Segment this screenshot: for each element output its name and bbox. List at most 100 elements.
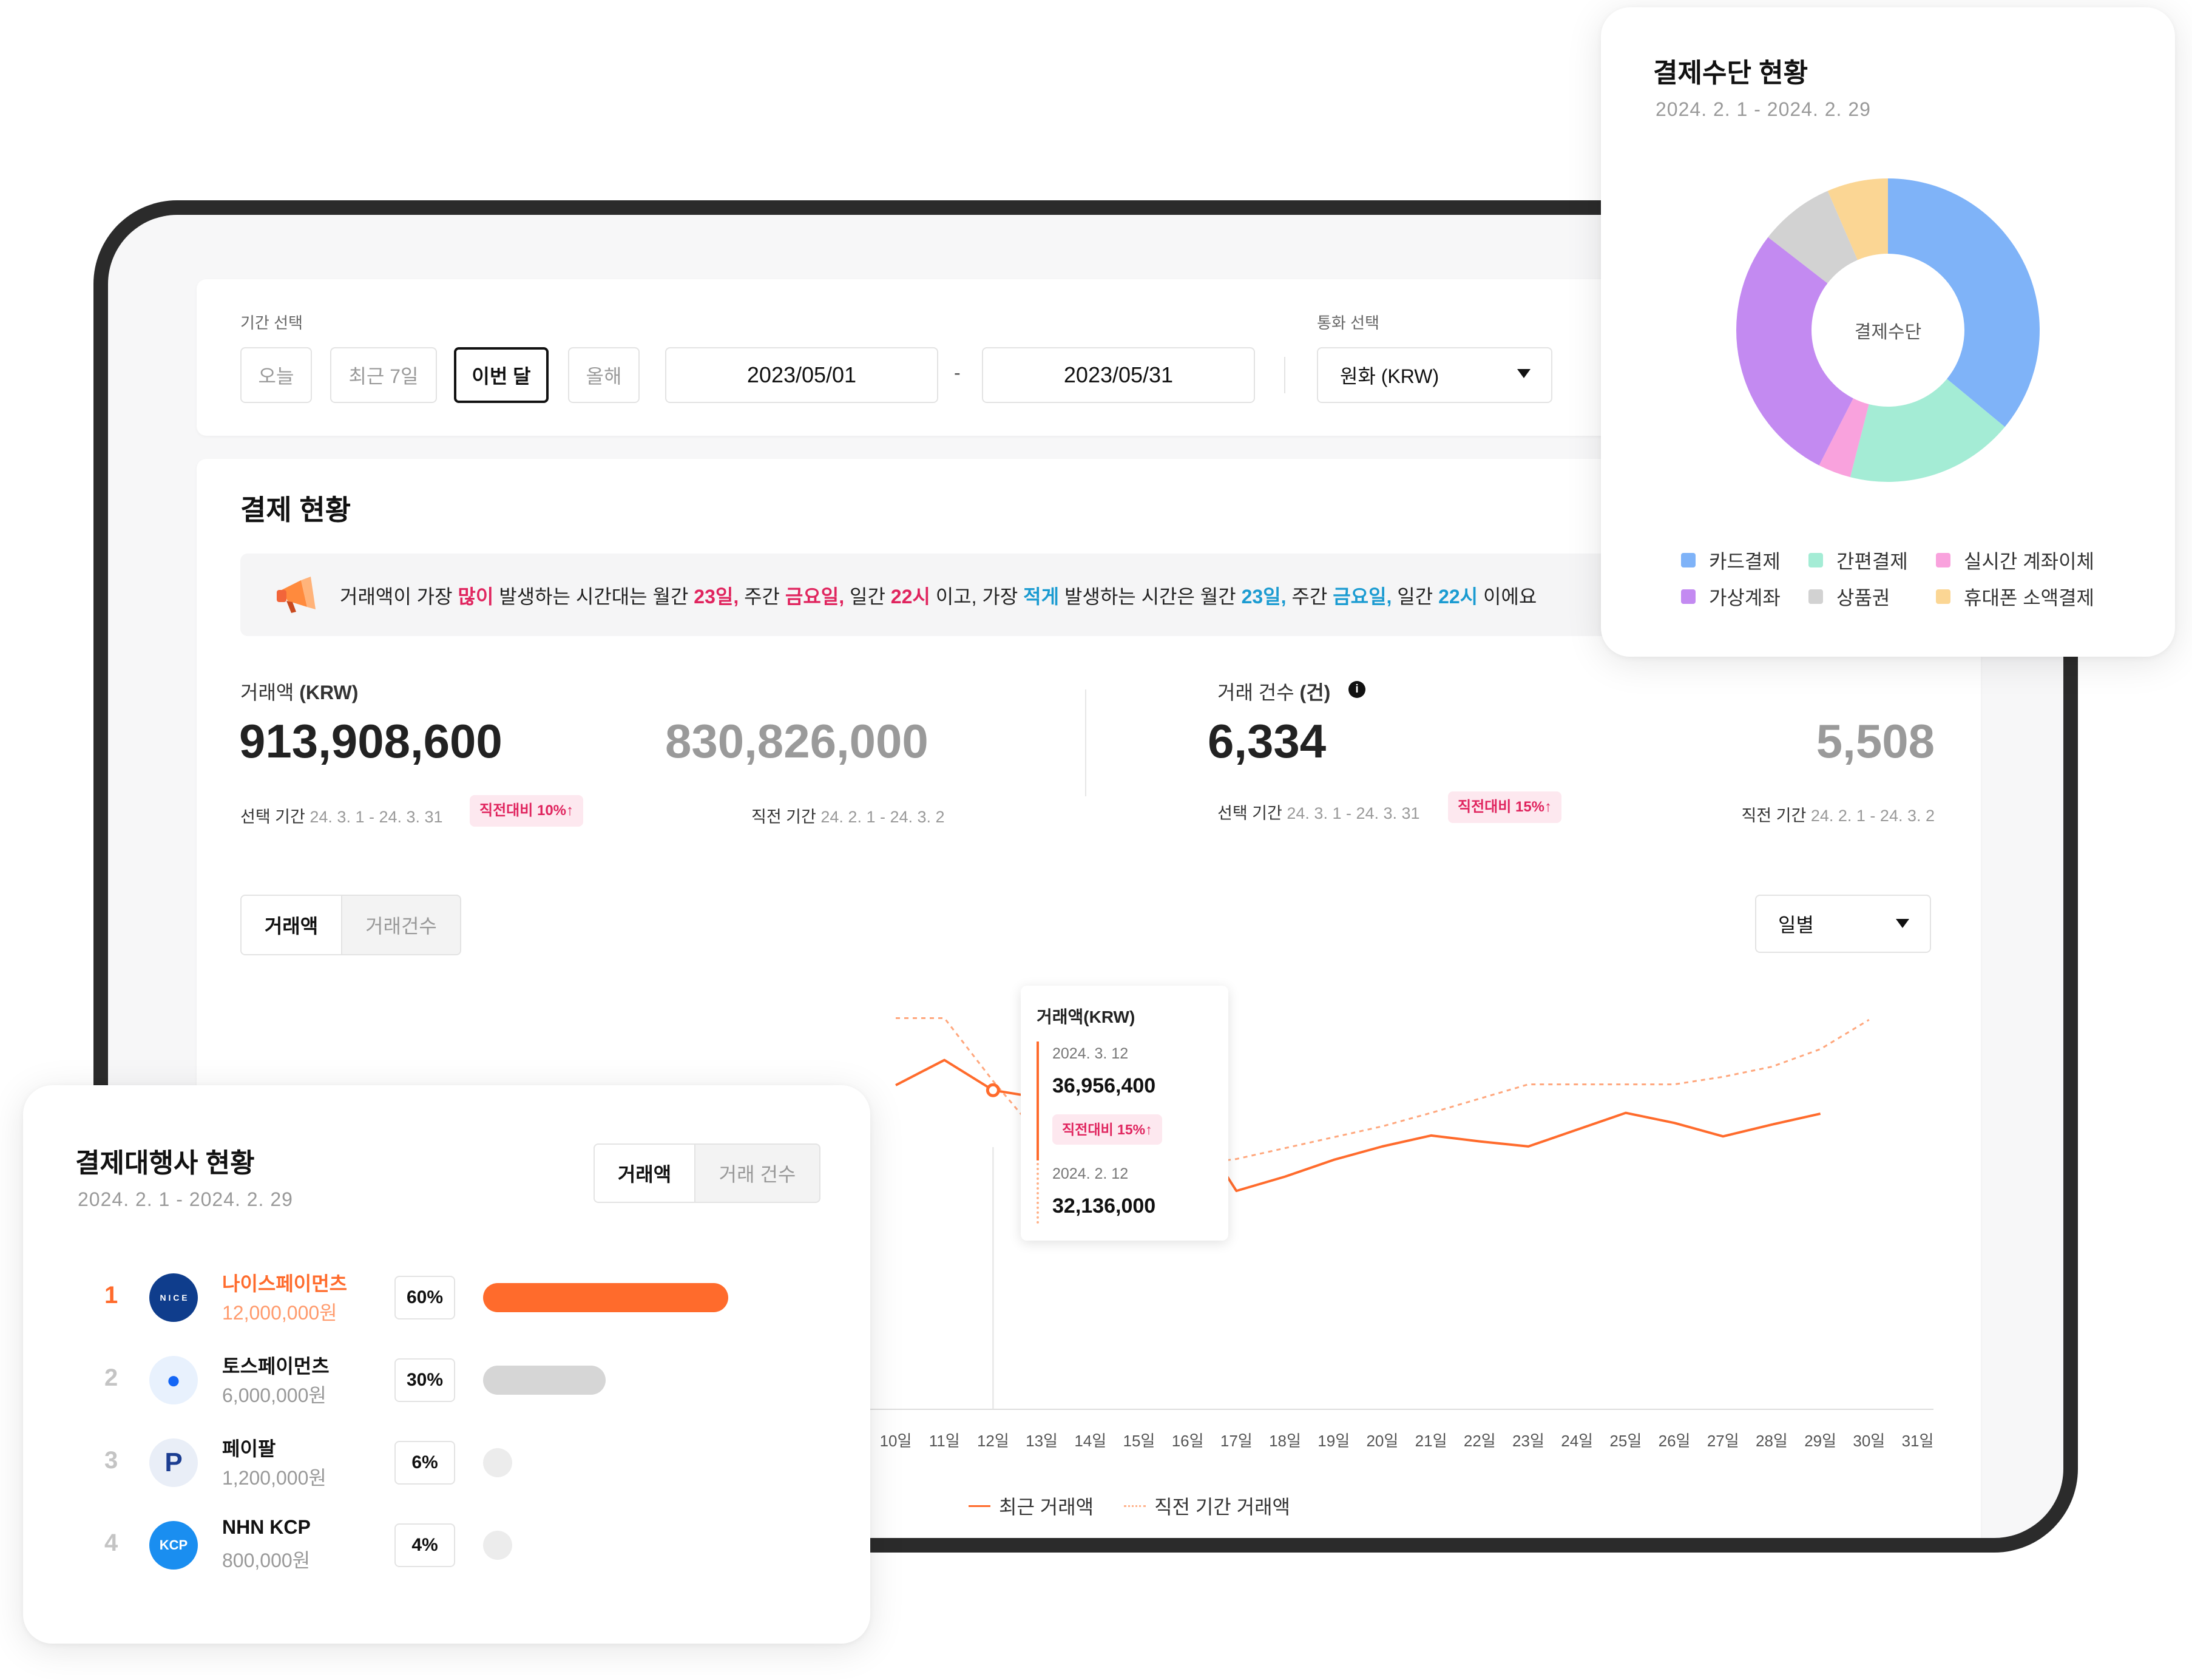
payment-methods-card: 결제수단 현황 2024. 2. 1 - 2024. 2. 29 결제수단 카드… bbox=[1601, 7, 2175, 657]
pg-share-percent: 60% bbox=[394, 1276, 455, 1319]
notice-part: 일간 bbox=[844, 586, 891, 608]
notice-part: 이고, 가장 bbox=[930, 586, 1024, 608]
legend-swatch bbox=[1681, 553, 1696, 567]
pg-share-bar bbox=[483, 1448, 512, 1477]
legend-previous-label: 직전 기간 거래액 bbox=[1154, 1496, 1290, 1518]
count-change-badge: 직전대비 15%↑ bbox=[1448, 791, 1562, 823]
stats-divider bbox=[1085, 689, 1086, 796]
filter-divider bbox=[1284, 357, 1285, 393]
legend-label: 실시간 계좌이체 bbox=[1964, 550, 2094, 572]
count-unit: (건) bbox=[1299, 682, 1331, 703]
x-tick-label: 30일 bbox=[1853, 1432, 1886, 1450]
pg-share-percent: 4% bbox=[394, 1523, 455, 1567]
period-year-button[interactable]: 올해 bbox=[568, 347, 640, 403]
pg-name: NHN KCP bbox=[222, 1516, 311, 1538]
insight-text: 거래액이 가장 많이 발생하는 시간대는 월간 23일, 주간 금요일, 일간 … bbox=[340, 581, 1537, 609]
megaphone-icon bbox=[274, 572, 320, 618]
end-date-input[interactable]: 2023/05/31 bbox=[982, 347, 1255, 403]
tab-amount[interactable]: 거래액 bbox=[242, 896, 342, 954]
pg-name: 페이팔 bbox=[222, 1438, 276, 1460]
x-tick-label: 18일 bbox=[1269, 1432, 1301, 1450]
x-tick-label: 20일 bbox=[1366, 1432, 1399, 1450]
x-tick-label: 15일 bbox=[1123, 1432, 1155, 1450]
pg-amount: 12,000,000원 bbox=[222, 1302, 337, 1324]
legend-swatch bbox=[1808, 589, 1823, 604]
start-date-input[interactable]: 2023/05/01 bbox=[665, 347, 938, 403]
toss-logo-icon: ● bbox=[149, 1356, 198, 1404]
count-previous: 5,508 bbox=[1816, 714, 1935, 768]
chart-legend: 최근 거래액 직전 기간 거래액 bbox=[969, 1492, 1290, 1520]
notice-part: 일간 bbox=[1392, 586, 1439, 608]
pg-share-percent: 30% bbox=[394, 1358, 455, 1402]
x-tick-label: 25일 bbox=[1609, 1432, 1642, 1450]
amount-label-text: 거래액 bbox=[240, 682, 300, 703]
pg-tab-count[interactable]: 거래 건수 bbox=[719, 1163, 796, 1185]
x-tick-label: 31일 bbox=[1901, 1432, 1934, 1450]
legend-item: 카드결제 bbox=[1681, 546, 1781, 574]
tooltip-value-current: 36,956,400 bbox=[1052, 1074, 1156, 1097]
legend-item: 실시간 계좌이체 bbox=[1936, 546, 2094, 574]
notice-highlight: 많이 bbox=[458, 586, 494, 608]
pg-share-bar bbox=[483, 1283, 728, 1312]
amount-previous: 830,826,000 bbox=[665, 714, 929, 768]
donut-slice bbox=[1827, 178, 1888, 260]
currency-value: 원화 (KRW) bbox=[1340, 365, 1439, 387]
notice-highlight: 23일, bbox=[694, 586, 739, 608]
date-separator: - bbox=[954, 362, 961, 384]
amount-current-period: 선택 기간 24. 3. 1 - 24. 3. 31 bbox=[240, 804, 443, 827]
x-tick-label: 13일 bbox=[1026, 1432, 1058, 1450]
pg-name: 토스페이먼츠 bbox=[222, 1355, 330, 1377]
legend-line-solid bbox=[969, 1505, 990, 1507]
tooltip-value-previous: 32,136,000 bbox=[1052, 1194, 1156, 1218]
x-tick-label: 29일 bbox=[1804, 1432, 1837, 1450]
amount-previous-period: 직전 기간 24. 2. 1 - 24. 3. 2 bbox=[751, 804, 945, 827]
paypal-logo-icon: P bbox=[149, 1438, 198, 1487]
legend-swatch bbox=[1808, 553, 1823, 567]
period-caption: 선택 기간 bbox=[240, 808, 305, 826]
currency-select[interactable]: 원화 (KRW) bbox=[1317, 347, 1552, 403]
legend-label: 카드결제 bbox=[1709, 550, 1781, 572]
period-caption: 선택 기간 bbox=[1217, 804, 1282, 822]
tooltip-current-marker bbox=[1037, 1042, 1039, 1160]
count-current: 6,334 bbox=[1208, 714, 1327, 768]
notice-part: 발생하는 시간은 월간 bbox=[1059, 586, 1242, 608]
amount-unit: (KRW) bbox=[299, 682, 359, 703]
period-7days-button[interactable]: 최근 7일 bbox=[330, 347, 437, 403]
donut-slice bbox=[1736, 237, 1853, 466]
x-tick-label: 19일 bbox=[1318, 1432, 1350, 1450]
period-month-button[interactable]: 이번 달 bbox=[454, 347, 549, 403]
tab-count[interactable]: 거래건수 bbox=[365, 915, 437, 937]
legend-line-dotted bbox=[1124, 1505, 1146, 1507]
metric-tabs: 거래액 거래건수 bbox=[240, 895, 461, 955]
notice-highlight: 23일, bbox=[1241, 586, 1287, 608]
x-tick-label: 10일 bbox=[879, 1432, 912, 1450]
info-icon[interactable]: i bbox=[1348, 681, 1365, 698]
pg-tab-amount[interactable]: 거래액 bbox=[595, 1145, 695, 1202]
amount-label: 거래액 (KRW) bbox=[240, 677, 358, 705]
pg-amount: 6,000,000원 bbox=[222, 1384, 326, 1406]
granularity-value: 일별 bbox=[1778, 914, 1814, 936]
donut-slice bbox=[1888, 178, 2040, 427]
x-tick-label: 27일 bbox=[1707, 1432, 1739, 1450]
pg-share-percent: 6% bbox=[394, 1441, 455, 1485]
period-range: 24. 3. 1 - 24. 3. 31 bbox=[1287, 804, 1420, 822]
payment-methods-period: 2024. 2. 1 - 2024. 2. 29 bbox=[1656, 98, 1871, 120]
period-caption: 직전 기간 bbox=[1741, 807, 1807, 825]
notice-part: 주간 bbox=[739, 586, 785, 608]
chart-tooltip: 거래액(KRW) 2024. 3. 12 36,956,400 직전대비 15%… bbox=[1021, 986, 1228, 1241]
notice-highlight: 적게 bbox=[1023, 586, 1060, 608]
granularity-select[interactable]: 일별 bbox=[1755, 895, 1931, 953]
count-label: 거래 건수 (건) bbox=[1217, 677, 1330, 705]
period-range: 24. 2. 1 - 24. 3. 2 bbox=[820, 808, 945, 826]
legend-label: 가상계좌 bbox=[1709, 587, 1781, 609]
tooltip-previous-marker bbox=[1037, 1163, 1039, 1224]
donut-slice bbox=[1819, 398, 1869, 478]
x-tick-label: 16일 bbox=[1171, 1432, 1204, 1450]
period-today-button[interactable]: 오늘 bbox=[240, 347, 312, 403]
count-label-text: 거래 건수 bbox=[1217, 682, 1300, 703]
donut-slice bbox=[1768, 191, 1858, 283]
amount-change-badge: 직전대비 10%↑ bbox=[470, 795, 584, 827]
period-range: 24. 2. 1 - 24. 3. 2 bbox=[1810, 807, 1935, 825]
x-tick-label: 12일 bbox=[976, 1432, 1009, 1450]
insight-notice: 거래액이 가장 많이 발생하는 시간대는 월간 23일, 주간 금요일, 일간 … bbox=[240, 554, 1757, 636]
